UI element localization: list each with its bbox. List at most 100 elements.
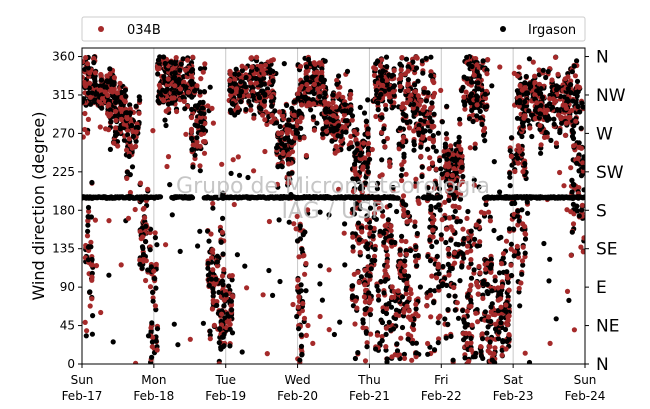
- point-irgason: [445, 151, 451, 157]
- point-irgason: [349, 113, 356, 119]
- point-irgason: [176, 76, 182, 83]
- point-irgason: [99, 105, 105, 111]
- point-irgason: [227, 343, 233, 349]
- point-irgason: [546, 116, 553, 122]
- point-irgason: [208, 276, 214, 282]
- point-irgason: [286, 138, 293, 144]
- point-034b: [83, 83, 89, 89]
- point-irgason: [514, 115, 521, 121]
- point-irgason: [437, 157, 443, 164]
- point-irgason: [149, 354, 155, 360]
- point-034b: [552, 54, 559, 60]
- point-034b: [320, 83, 326, 90]
- point-034b: [485, 57, 491, 63]
- point-irgason: [349, 283, 355, 289]
- point-034b: [369, 146, 375, 153]
- point-034b: [108, 111, 114, 117]
- point-irgason: [474, 243, 480, 249]
- point-irgason: [90, 313, 96, 319]
- point-irgason: [108, 119, 114, 125]
- point-irgason: [259, 81, 266, 87]
- point-irgason: [381, 138, 387, 145]
- point-034b: [311, 101, 317, 107]
- point-irgason: [220, 344, 226, 350]
- point-irgason: [354, 141, 360, 147]
- point-irgason: [547, 101, 553, 107]
- point-034b: [469, 322, 475, 328]
- point-034b: [477, 270, 483, 276]
- point-irgason: [504, 269, 510, 275]
- point-irgason: [197, 143, 203, 149]
- point-irgason: [400, 200, 406, 207]
- point-034b: [100, 95, 106, 101]
- point-irgason: [338, 133, 344, 140]
- point-034b: [296, 254, 302, 260]
- point-irgason: [574, 160, 580, 166]
- point-irgason: [380, 68, 386, 74]
- point-irgason: [373, 346, 379, 352]
- point-irgason: [310, 340, 316, 346]
- point-irgason: [130, 133, 136, 139]
- point-034b: [305, 322, 311, 329]
- point-034b: [408, 316, 414, 323]
- point-irgason: [344, 68, 351, 74]
- point-irgason: [198, 110, 204, 116]
- point-irgason: [428, 73, 434, 79]
- point-034b: [151, 268, 157, 274]
- point-irgason: [238, 99, 244, 105]
- point-irgason: [411, 147, 417, 153]
- compass-label: N: [596, 355, 609, 375]
- point-irgason: [317, 281, 323, 287]
- point-irgason: [581, 194, 585, 200]
- point-034b: [331, 113, 337, 119]
- point-034b: [122, 99, 128, 105]
- point-irgason: [107, 78, 113, 84]
- point-034b: [361, 140, 367, 146]
- point-irgason: [140, 234, 146, 240]
- point-irgason: [384, 263, 390, 269]
- point-irgason: [213, 276, 219, 282]
- point-irgason: [403, 113, 409, 119]
- point-irgason: [446, 293, 452, 299]
- point-034b: [129, 145, 135, 151]
- point-irgason: [92, 217, 98, 223]
- point-irgason: [498, 315, 504, 321]
- point-irgason: [433, 204, 439, 210]
- point-034b: [383, 344, 389, 350]
- point-irgason: [410, 322, 416, 328]
- point-irgason: [480, 336, 486, 342]
- point-irgason: [522, 161, 528, 167]
- point-034b: [105, 92, 111, 98]
- point-irgason: [464, 54, 470, 60]
- point-034b: [113, 117, 119, 123]
- point-034b: [133, 360, 139, 364]
- point-irgason: [405, 336, 411, 342]
- point-irgason: [423, 98, 429, 104]
- point-irgason: [114, 131, 120, 137]
- point-irgason: [387, 202, 393, 209]
- point-034b: [141, 205, 147, 211]
- point-irgason: [243, 74, 249, 81]
- point-034b: [262, 91, 268, 97]
- point-034b: [142, 215, 148, 221]
- point-irgason: [388, 233, 394, 239]
- point-irgason: [298, 343, 305, 349]
- point-irgason: [566, 297, 572, 303]
- point-034b: [463, 89, 469, 95]
- point-irgason: [169, 212, 175, 218]
- point-irgason: [214, 253, 220, 259]
- point-irgason: [342, 108, 348, 114]
- point-irgason: [448, 237, 454, 243]
- point-irgason: [537, 111, 543, 117]
- point-irgason: [189, 135, 195, 142]
- x-tick-label-date: Feb-23: [493, 389, 534, 403]
- point-irgason: [431, 299, 437, 305]
- point-034b: [430, 234, 436, 240]
- point-034b: [124, 175, 130, 181]
- point-034b: [478, 344, 484, 350]
- point-034b: [221, 266, 227, 273]
- point-irgason: [282, 143, 288, 149]
- point-034b: [497, 64, 503, 70]
- point-irgason: [162, 117, 168, 123]
- point-034b: [87, 94, 93, 100]
